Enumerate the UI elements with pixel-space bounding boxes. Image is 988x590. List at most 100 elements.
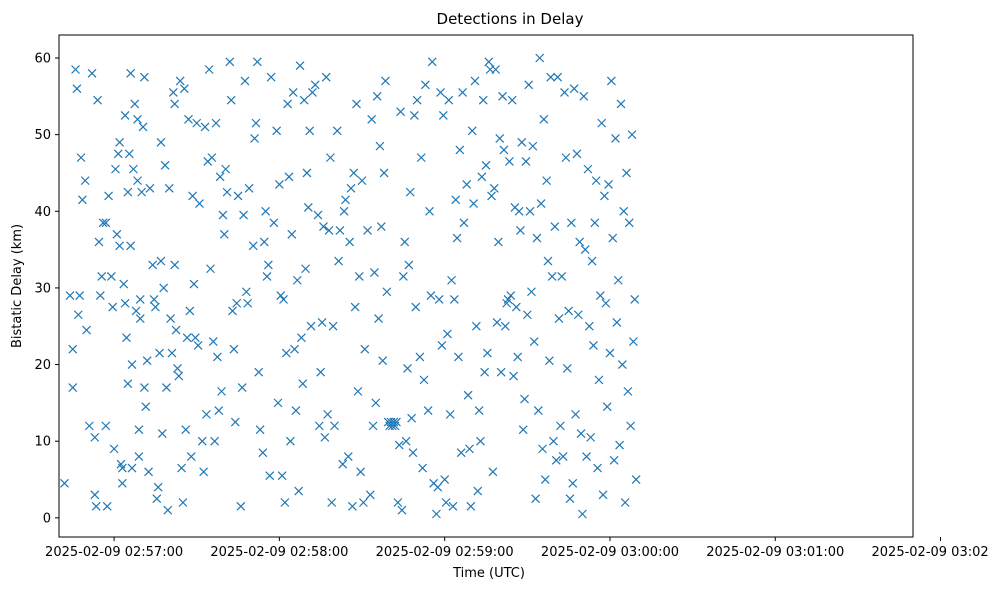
data-point (133, 176, 142, 186)
data-point (218, 210, 228, 220)
data-point (480, 367, 490, 377)
data-point (310, 80, 320, 90)
data-point (155, 348, 164, 358)
data-point (544, 356, 554, 366)
data-point (133, 114, 142, 124)
data-point (243, 298, 253, 308)
data-point (616, 99, 626, 109)
data-point (591, 176, 601, 186)
data-point (521, 157, 531, 166)
data-point (188, 191, 198, 201)
data-point (283, 99, 293, 109)
data-point (444, 95, 454, 105)
data-point (76, 153, 86, 163)
data-point (177, 463, 187, 473)
data-point (514, 206, 524, 216)
data-point (565, 494, 575, 504)
data-point (499, 145, 509, 155)
data-point (378, 356, 388, 366)
data-point (558, 452, 568, 461)
data-point (587, 256, 597, 266)
data-point (416, 153, 426, 163)
data-point (60, 478, 69, 488)
data-point (438, 111, 448, 120)
data-point (451, 195, 461, 205)
data-point (396, 107, 406, 117)
x-tick-label: 2025-02-09 03:00:00 (541, 545, 679, 560)
data-point (128, 164, 138, 174)
data-point (237, 383, 247, 392)
data-point (525, 206, 535, 216)
data-point (404, 260, 414, 270)
data-point (288, 88, 298, 97)
data-point (195, 199, 204, 209)
data-point (156, 137, 166, 147)
data-point (527, 287, 536, 297)
data-point (185, 306, 195, 316)
data-point (602, 402, 612, 412)
data-point (590, 218, 600, 228)
data-point (292, 275, 302, 285)
data-point (82, 325, 91, 335)
data-point (73, 310, 83, 320)
data-point (551, 455, 561, 465)
data-point (555, 421, 565, 431)
data-point (80, 176, 90, 186)
data-point (254, 367, 264, 377)
data-point (276, 291, 286, 301)
data-point (516, 226, 525, 235)
data-point (448, 501, 458, 511)
data-point (630, 294, 640, 304)
data-point (325, 153, 335, 163)
data-point (217, 386, 226, 396)
data-point (474, 406, 484, 415)
data-point (440, 475, 450, 484)
data-point (379, 168, 389, 178)
data-point (179, 84, 189, 94)
data-point (327, 498, 337, 507)
data-point (562, 363, 572, 373)
data-point (594, 375, 604, 385)
data-point (299, 95, 309, 105)
data-point (576, 429, 586, 438)
data-point (467, 126, 477, 136)
data-markers (60, 53, 641, 519)
data-point (393, 498, 403, 507)
data-point (580, 245, 590, 255)
data-point (106, 271, 116, 281)
data-point (261, 206, 271, 216)
data-point (279, 294, 288, 304)
data-point (367, 114, 377, 124)
data-point (219, 229, 229, 239)
data-point (613, 275, 623, 285)
data-point (540, 475, 550, 484)
data-point (335, 226, 345, 235)
x-tick-label: 2025-02-09 02:58:00 (210, 545, 348, 560)
data-point (273, 398, 283, 408)
data-point (157, 429, 167, 438)
data-point (338, 459, 348, 469)
data-point (130, 99, 140, 109)
data-point (458, 88, 468, 97)
data-point (265, 471, 275, 481)
data-point (622, 168, 631, 178)
data-point (131, 306, 141, 316)
data-point (427, 57, 437, 67)
data-point (319, 222, 328, 232)
data-point (536, 199, 546, 209)
data-point (436, 88, 445, 97)
data-point (346, 183, 356, 193)
data-point (281, 348, 291, 358)
data-point (190, 333, 200, 343)
data-point (230, 417, 240, 427)
data-point (240, 76, 250, 86)
data-point (126, 68, 136, 78)
x-tick-label: 2025-02-09 02:59:00 (376, 545, 514, 560)
data-point (411, 302, 421, 312)
data-point (503, 294, 513, 304)
data-point (546, 72, 556, 82)
data-point (91, 501, 101, 511)
y-axis: 0 10 20 30 40 50 60 (34, 51, 59, 526)
data-point (232, 298, 242, 308)
data-point (84, 421, 94, 431)
